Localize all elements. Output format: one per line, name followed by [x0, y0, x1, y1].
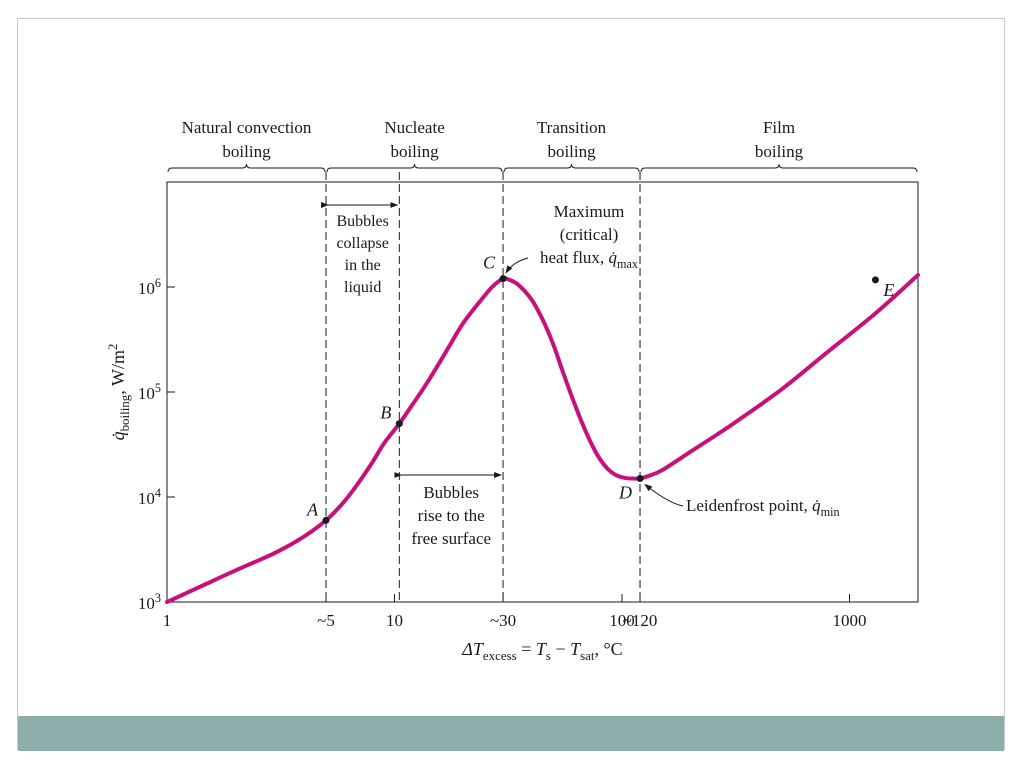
x-tick-label: ~30 [490, 611, 516, 630]
x-tick-label: 10 [386, 611, 403, 630]
leidenfrost-label: Leidenfrost point, q̇min [686, 496, 840, 519]
x-tick-label: ~120 [623, 611, 658, 630]
region-label-line: boiling [390, 142, 439, 161]
x-axis-label-part: excess [483, 648, 517, 663]
y-tick-label: 106 [138, 276, 161, 298]
x-tick-label: 100 [609, 611, 635, 630]
y-axis-label-part: , W/m [108, 350, 128, 395]
curve-point-label: C [483, 253, 496, 273]
y-axis-label-part: boiling [117, 394, 132, 431]
maximum-label-line: (critical) [560, 225, 619, 244]
y-tick-label-part: 10 [138, 384, 155, 403]
maximum-label-qmax-part: q̇ [608, 248, 617, 267]
y-tick-label: 104 [138, 486, 161, 508]
maximum-pointer-arrow [505, 257, 529, 274]
y-tick-label-part: 4 [155, 486, 161, 500]
region-bracket [326, 163, 503, 173]
curve-point-marker [871, 276, 879, 284]
y-tick-label-part: 10 [138, 279, 155, 298]
y-tick-label: 105 [138, 381, 161, 403]
series-group [165, 273, 920, 604]
bubbles-collapse-label-line: liquid [344, 279, 381, 296]
x-axis-label-part: T [570, 639, 582, 659]
maximum-label-line: Maximum [554, 202, 625, 221]
y-tick-label-part: 3 [155, 591, 161, 605]
y-axis-label-part: q̇ [108, 431, 128, 440]
y-tick-label-part: 5 [155, 381, 161, 395]
bubbles-rise-label-line: Bubbles [423, 483, 479, 502]
boiling-curve-line [165, 273, 920, 604]
x-axis-label-part: T [536, 639, 548, 659]
curve-point-marker [499, 275, 507, 283]
curve-point-label: D [618, 483, 632, 503]
bubbles-collapse-label-line: collapse [336, 235, 388, 252]
bubbles-rise-label-line: rise to the [418, 506, 485, 525]
leidenfrost-label-part: Leidenfrost point, [686, 496, 812, 515]
curve-point-marker [322, 516, 330, 524]
curve-point-marker [636, 475, 644, 483]
x-axis-ticks: 1 ~5 10 ~30 100~120 1000 [163, 594, 867, 630]
curve-point-label: E [882, 280, 894, 300]
x-axis-label-part: = [517, 639, 536, 659]
maximum-label-qmax-part: heat flux, [540, 248, 608, 267]
y-tick-label-part: 10 [138, 489, 155, 508]
region-brackets: Natural convection boiling Nucleate boiling… [167, 118, 918, 173]
y-axis-label: q̇boiling, W/m2 [105, 344, 132, 441]
y-tick-label-part: 10 [138, 594, 155, 613]
region-label-line: boiling [547, 142, 596, 161]
x-tick-label: 1000 [833, 611, 867, 630]
x-tick-label: ~5 [317, 611, 335, 630]
y-tick-label: 103 [138, 591, 161, 613]
leidenfrost-label-part: min [821, 505, 840, 519]
x-axis-label: ΔTexcess = Ts − Tsat, °C [461, 639, 622, 663]
region-label-line: Transition [537, 118, 607, 137]
curve-point-label: A [306, 499, 319, 519]
bubbles-collapse-label-line: in the [345, 257, 381, 274]
marked-points: A B C D E [306, 253, 894, 524]
x-axis-label-part: , °C [594, 639, 622, 659]
bubbles-rise-label-line: free surface [411, 529, 491, 548]
leidenfrost-label-part: q̇ [812, 496, 821, 515]
maximum-label-qmax-part: max [617, 257, 638, 271]
region-label-line: Nucleate [384, 118, 444, 137]
x-axis-label-part: ΔT [461, 639, 485, 659]
region-label-line: Natural convection [182, 118, 312, 137]
region-label-line: Film [763, 118, 795, 137]
x-axis-label-part: sat [580, 648, 595, 663]
leidenfrost-pointer-arrow [644, 483, 684, 507]
region-label-line: boiling [222, 142, 271, 161]
x-tick-label: 1 [163, 611, 172, 630]
axis-labels: ΔTexcess = Ts − Tsat, °C q̇boiling, W/m2 [105, 344, 623, 663]
curve-point-label: B [380, 403, 391, 423]
slide-frame [17, 18, 1005, 750]
maximum-label-qmax: heat flux, q̇max [540, 248, 638, 271]
x-axis-label-part: − [551, 639, 570, 659]
y-axis-label-part: 2 [105, 344, 120, 350]
bubbles-collapse-label-line: Bubbles [336, 213, 388, 230]
region-bracket [640, 163, 918, 173]
region-bracket [503, 163, 640, 173]
region-label-line: boiling [755, 142, 804, 161]
footer-band [18, 716, 1004, 751]
annotations: Bubbles collapse in the liquid Bubbles rise t… [321, 202, 840, 548]
region-bracket [167, 163, 326, 173]
plot-frame [166, 181, 919, 603]
curve-point-marker [395, 420, 403, 428]
x-axis-label-part: s [546, 648, 551, 663]
y-tick-label-part: 6 [155, 276, 161, 290]
